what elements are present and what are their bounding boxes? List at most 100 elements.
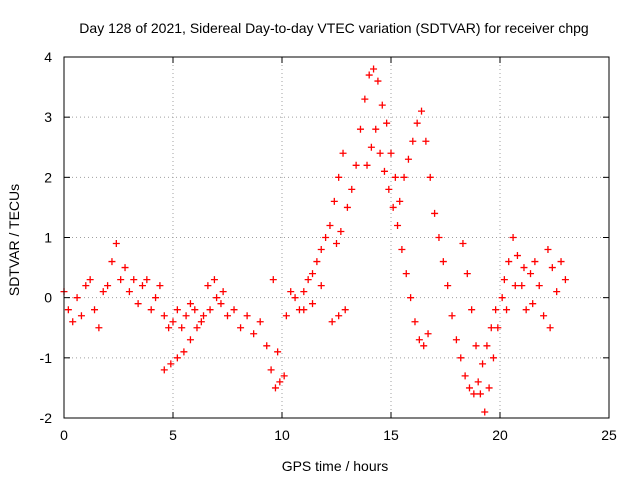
- data-point: [193, 324, 201, 332]
- data-point: [82, 282, 90, 290]
- data-point: [213, 294, 221, 302]
- data-point: [138, 282, 146, 290]
- data-point: [380, 167, 388, 175]
- data-point: [409, 137, 417, 145]
- data-point: [169, 318, 177, 326]
- data-point: [415, 336, 423, 344]
- x-tick-label: 10: [274, 427, 290, 443]
- data-point: [243, 312, 251, 320]
- y-axis-title: SDTVAR / TECUs: [6, 184, 22, 296]
- data-point: [64, 306, 72, 314]
- data-point: [527, 270, 535, 278]
- data-point: [197, 318, 205, 326]
- data-point: [230, 306, 238, 314]
- data-point: [389, 203, 397, 211]
- data-point: [143, 276, 151, 284]
- data-point: [481, 408, 489, 416]
- data-point: [435, 234, 443, 241]
- data-point: [385, 185, 393, 193]
- data-point: [152, 294, 160, 302]
- axis-ticks-layer: 0 5 10 15 20 25 -2 -1 0 1 2 3 4: [40, 49, 617, 443]
- data-point: [540, 312, 548, 320]
- data-point: [263, 342, 271, 350]
- data-point: [492, 306, 500, 314]
- data-point: [548, 264, 556, 272]
- data-point: [160, 312, 168, 320]
- data-point: [300, 306, 308, 314]
- y-tick-label: 3: [44, 109, 52, 125]
- data-point: [210, 276, 218, 284]
- data-point: [125, 288, 133, 296]
- data-point: [291, 294, 299, 302]
- data-point: [328, 318, 336, 326]
- data-point: [398, 246, 406, 254]
- data-point: [459, 240, 467, 248]
- data-point: [282, 312, 290, 320]
- data-point: [470, 390, 478, 398]
- data-point: [337, 227, 345, 235]
- data-point: [73, 294, 81, 302]
- data-point: [271, 384, 279, 392]
- data-point: [95, 324, 103, 332]
- data-point: [180, 348, 188, 356]
- data-point: [206, 306, 214, 314]
- data-point: [313, 258, 321, 266]
- data-point: [160, 366, 168, 374]
- data-point: [330, 197, 338, 205]
- data-point: [372, 125, 380, 133]
- data-point: [461, 372, 469, 380]
- data-point: [104, 282, 112, 290]
- data-point: [520, 264, 528, 272]
- data-point: [173, 306, 181, 314]
- data-point: [191, 306, 199, 314]
- data-point: [326, 221, 334, 229]
- data-point: [317, 282, 325, 290]
- data-point: [463, 270, 471, 278]
- data-point: [489, 354, 497, 362]
- data-point: [407, 294, 415, 302]
- data-point: [304, 276, 312, 284]
- y-tick-label: -2: [40, 410, 53, 426]
- data-points-layer: [60, 65, 569, 416]
- data-point: [387, 149, 395, 157]
- data-point: [483, 342, 491, 350]
- data-point: [219, 288, 227, 296]
- x-tick-label: 5: [169, 427, 177, 443]
- data-point: [485, 384, 493, 392]
- data-point: [391, 173, 399, 181]
- data-point: [165, 324, 173, 332]
- data-point: [134, 300, 142, 308]
- data-point: [287, 288, 295, 296]
- data-point: [374, 77, 382, 85]
- data-point: [498, 294, 506, 302]
- data-point: [404, 155, 412, 163]
- data-point: [465, 384, 473, 392]
- data-point: [274, 348, 282, 356]
- data-point: [535, 282, 543, 290]
- data-point: [378, 101, 386, 109]
- data-point: [546, 324, 554, 332]
- x-tick-label: 0: [60, 427, 68, 443]
- data-point: [356, 125, 364, 133]
- data-point: [108, 258, 116, 266]
- data-point: [182, 312, 190, 320]
- data-point: [431, 209, 439, 217]
- data-point: [503, 306, 511, 314]
- data-point: [531, 258, 539, 266]
- data-point: [333, 240, 340, 248]
- data-point: [317, 246, 325, 254]
- data-point: [69, 318, 77, 326]
- data-point: [99, 288, 107, 296]
- data-point: [522, 306, 530, 314]
- data-point: [112, 240, 120, 248]
- data-point: [474, 378, 482, 386]
- data-point: [156, 282, 164, 290]
- data-point: [343, 203, 351, 211]
- data-point: [411, 318, 419, 326]
- data-point: [426, 173, 434, 181]
- data-point: [400, 173, 408, 181]
- data-point: [363, 161, 371, 169]
- data-point: [91, 306, 99, 314]
- y-tick-label: -1: [40, 350, 53, 366]
